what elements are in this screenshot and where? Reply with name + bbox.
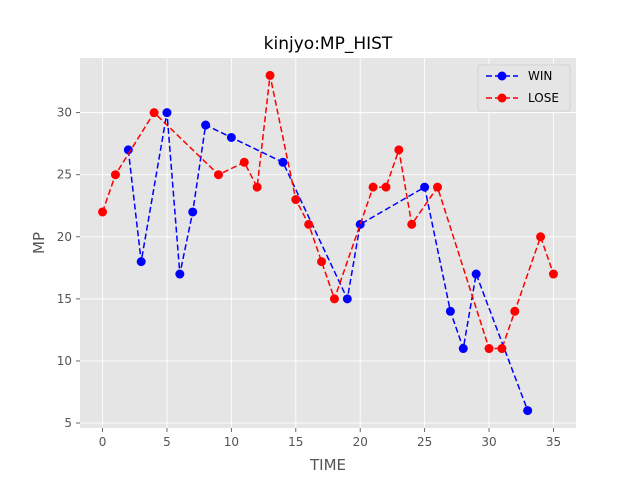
data-point-lose xyxy=(329,294,339,304)
data-point-win xyxy=(123,145,133,155)
data-point-win xyxy=(420,182,430,192)
x-axis-ticks: 0 5 10 15 20 25 30 35 xyxy=(99,428,561,449)
data-point-win xyxy=(226,132,236,142)
series-lose xyxy=(98,70,558,354)
x-tick-label: 20 xyxy=(353,435,368,449)
data-point-win xyxy=(471,269,481,279)
y-tick-label: 15 xyxy=(57,292,72,306)
y-axis-label: MP xyxy=(30,232,48,254)
data-point-win xyxy=(523,406,533,416)
x-tick-label: 25 xyxy=(417,435,432,449)
y-tick-label: 30 xyxy=(57,106,72,120)
data-point-lose xyxy=(484,344,494,354)
data-point-lose xyxy=(265,70,275,80)
data-point-lose xyxy=(536,232,546,242)
series-layer xyxy=(98,70,558,416)
data-point-win xyxy=(278,157,288,167)
data-point-lose xyxy=(510,306,520,316)
y-tick-label: 25 xyxy=(57,168,72,182)
data-point-lose xyxy=(368,182,378,192)
y-tick-label: 5 xyxy=(64,416,72,430)
x-tick-label: 5 xyxy=(163,435,171,449)
data-point-lose xyxy=(394,145,404,155)
data-point-win xyxy=(355,219,365,229)
x-tick-label: 15 xyxy=(288,435,303,449)
data-point-lose xyxy=(110,170,120,180)
data-point-lose xyxy=(239,157,249,167)
x-tick-label: 0 xyxy=(99,435,107,449)
data-point-win xyxy=(162,108,172,118)
data-point-win xyxy=(188,207,198,217)
x-tick-label: 10 xyxy=(224,435,239,449)
x-axis-label: TIME xyxy=(309,456,346,474)
y-tick-label: 20 xyxy=(57,230,72,244)
data-point-win xyxy=(136,257,146,267)
data-point-lose xyxy=(291,195,301,205)
data-point-lose xyxy=(497,344,507,354)
data-point-lose xyxy=(304,219,314,229)
chart-title: kinjyo:MP_HIST xyxy=(264,34,393,54)
data-point-lose xyxy=(149,108,159,118)
data-point-win xyxy=(201,120,211,130)
x-tick-label: 30 xyxy=(481,435,496,449)
y-tick-label: 10 xyxy=(57,354,72,368)
gridlines xyxy=(80,58,576,428)
data-point-win xyxy=(342,294,352,304)
data-point-lose xyxy=(213,170,223,180)
legend-marker-win xyxy=(497,71,507,81)
legend-label-win: WIN xyxy=(528,69,552,83)
data-point-win xyxy=(175,269,185,279)
legend-marker-lose xyxy=(497,93,507,103)
x-tick-label: 35 xyxy=(546,435,561,449)
data-point-win xyxy=(445,306,455,316)
series-win xyxy=(123,108,533,416)
legend-label-lose: LOSE xyxy=(528,91,559,105)
data-point-lose xyxy=(252,182,262,192)
data-point-lose xyxy=(548,269,558,279)
legend: WIN LOSE xyxy=(477,64,571,112)
data-point-lose xyxy=(317,257,327,267)
data-point-win xyxy=(458,344,468,354)
data-point-lose xyxy=(433,182,443,192)
data-point-lose xyxy=(407,219,417,229)
data-point-lose xyxy=(381,182,391,192)
plot-background xyxy=(80,58,576,428)
data-point-lose xyxy=(98,207,108,217)
y-axis-ticks: 5 10 15 20 25 30 xyxy=(57,106,80,430)
